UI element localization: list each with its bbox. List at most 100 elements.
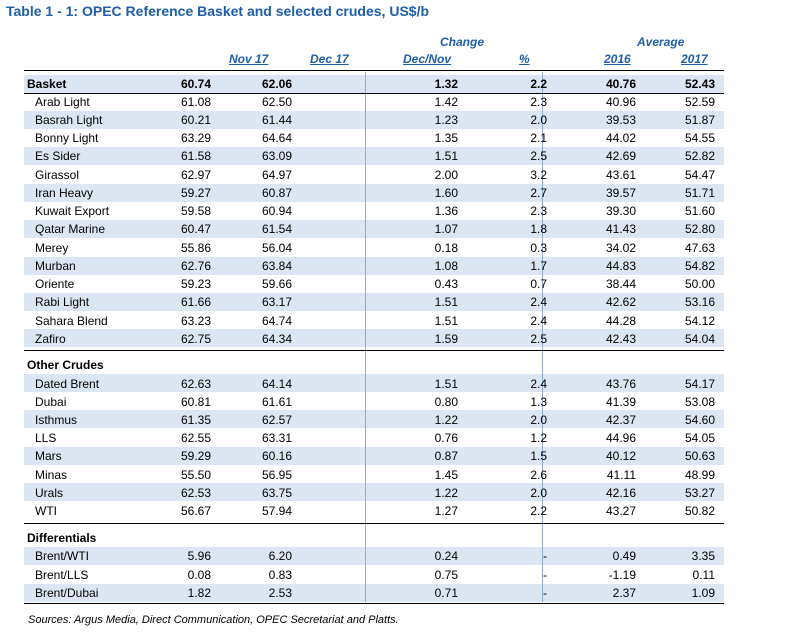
cell-2016: 41.11	[606, 468, 636, 482]
cell-nov17: 62.76	[180, 259, 211, 273]
cell-dec17: 6.20	[268, 549, 292, 563]
cell-dec17: 60.16	[261, 449, 292, 463]
row-label: Qatar Marine	[35, 222, 106, 236]
cell-2016: 43.27	[605, 504, 636, 518]
section-heading-other-crudes: Other Crudes	[24, 357, 724, 375]
cell-pct: 2.2	[530, 504, 547, 518]
row-label: Kuwait Export	[35, 204, 110, 218]
cell-change: 1.42	[434, 95, 458, 109]
header-2016: 2016	[604, 52, 631, 66]
cell-dec17: 62.50	[261, 95, 292, 109]
cell-dec17: 61.54	[261, 222, 292, 236]
cell-nov17: 62.75	[180, 332, 211, 346]
table-row: WTI 56.67 57.94 1.27 2.2 43.27 50.82	[24, 503, 724, 521]
cell-2017: 50.82	[684, 504, 715, 518]
column-divider	[365, 72, 366, 602]
cell-2016: -1.19	[608, 568, 636, 582]
cell-nov17: 62.53	[180, 486, 211, 500]
cell-2017: 52.43	[684, 77, 715, 91]
cell-2016: 42.43	[605, 332, 636, 346]
header-nov17: Nov 17	[229, 52, 269, 66]
row-band	[24, 75, 724, 93]
rule	[24, 350, 724, 351]
row-band	[24, 410, 724, 428]
cell-2016: 42.69	[605, 149, 636, 163]
row-label: Urals	[35, 486, 64, 500]
table-row: Dubai 60.81 61.61 0.80 1.3 41.39 53.08	[24, 394, 724, 412]
cell-2016: 39.53	[605, 113, 636, 127]
cell-2016: 42.62	[605, 295, 636, 309]
cell-change: 1.07	[434, 222, 458, 236]
row-label: LLS	[35, 431, 57, 445]
rule	[24, 523, 724, 524]
section-heading-differentials: Differentials	[24, 530, 724, 548]
cell-pct: 2.4	[530, 377, 547, 391]
table-row: Arab Light 61.08 62.50 1.42 2.3 40.96 52…	[24, 94, 724, 112]
cell-2017: 47.63	[684, 241, 715, 255]
cell-dec17: 61.61	[261, 395, 292, 409]
row-label: Dated Brent	[35, 377, 100, 391]
table-title: Table 1 - 1: OPEC Reference Basket and s…	[6, 3, 430, 19]
table-row: Sahara Blend 63.23 64.74 1.51 2.4 44.28 …	[24, 313, 724, 331]
cell-pct: 0.7	[530, 277, 547, 291]
row-label: Murban	[35, 259, 76, 273]
cell-nov17: 59.29	[180, 449, 211, 463]
cell-2017: 51.87	[684, 113, 715, 127]
row-label: Brent/WTI	[35, 549, 90, 563]
cell-dec17: 2.53	[268, 586, 292, 600]
cell-nov17: 60.21	[180, 113, 211, 127]
cell-change: 1.51	[434, 314, 458, 328]
cell-change: 0.71	[434, 586, 458, 600]
cell-pct: 1.8	[530, 222, 547, 236]
cell-2016: 2.37	[612, 586, 636, 600]
cell-pct: 2.0	[530, 413, 547, 427]
cell-2017: 51.71	[684, 186, 715, 200]
cell-nov17: 5.96	[187, 549, 211, 563]
cell-pct: 1.5	[530, 449, 547, 463]
cell-change: 1.22	[434, 486, 458, 500]
cell-2016: 44.02	[605, 131, 636, 145]
cell-2016: 44.83	[605, 259, 636, 273]
cell-2016: 40.76	[605, 77, 636, 91]
cell-2016: 43.61	[605, 168, 636, 182]
cell-2017: 0.11	[692, 568, 715, 582]
cell-nov17: 55.86	[180, 241, 211, 255]
cell-dec17: 63.84	[261, 259, 292, 273]
cell-nov17: 0.08	[187, 568, 211, 582]
cell-dec17: 64.64	[261, 131, 292, 145]
cell-pct: 2.1	[530, 131, 547, 145]
row-label: Sahara Blend	[35, 314, 108, 328]
cell-dec17: 62.06	[261, 77, 292, 91]
cell-nov17: 60.47	[180, 222, 211, 236]
cell-pct: 2.4	[530, 314, 547, 328]
row-label: Brent/LLS	[35, 568, 89, 582]
cell-change: 1.51	[434, 295, 458, 309]
cell-pct: 1.2	[530, 431, 547, 445]
cell-2017: 52.82	[684, 149, 715, 163]
row-band	[24, 111, 724, 129]
cell-2017: 50.00	[684, 277, 715, 291]
table-row: Brent/Dubai 1.82 2.53 0.71 - 2.37 1.09	[24, 585, 724, 603]
row-label: Oriente	[35, 277, 75, 291]
cell-2017: 54.17	[684, 377, 715, 391]
row-label: Basket	[27, 77, 67, 91]
cell-2017: 54.47	[684, 168, 715, 182]
table-row: Brent/WTI 5.96 6.20 0.24 - 0.49 3.35	[24, 548, 724, 566]
cell-2016: 42.37	[605, 413, 636, 427]
row-label: Mars	[35, 449, 62, 463]
table-row: Iran Heavy 59.27 60.87 1.60 2.7 39.57 51…	[24, 185, 724, 203]
cell-pct: 2.4	[530, 295, 547, 309]
row-label: Zafiro	[35, 332, 66, 346]
cell-pct: 2.0	[530, 113, 547, 127]
cell-nov17: 61.35	[180, 413, 211, 427]
cell-change: 0.75	[434, 568, 458, 582]
rule	[24, 93, 724, 94]
row-label: Isthmus	[35, 413, 78, 427]
cell-change: 1.60	[434, 186, 458, 200]
cell-change: 2.00	[434, 168, 458, 182]
cell-nov17: 59.58	[180, 204, 211, 218]
row-label: Arab Light	[35, 95, 90, 109]
table-row: Oriente 59.23 59.66 0.43 0.7 38.44 50.00	[24, 276, 724, 294]
cell-dec17: 64.74	[261, 314, 292, 328]
cell-dec17: 59.66	[261, 277, 292, 291]
